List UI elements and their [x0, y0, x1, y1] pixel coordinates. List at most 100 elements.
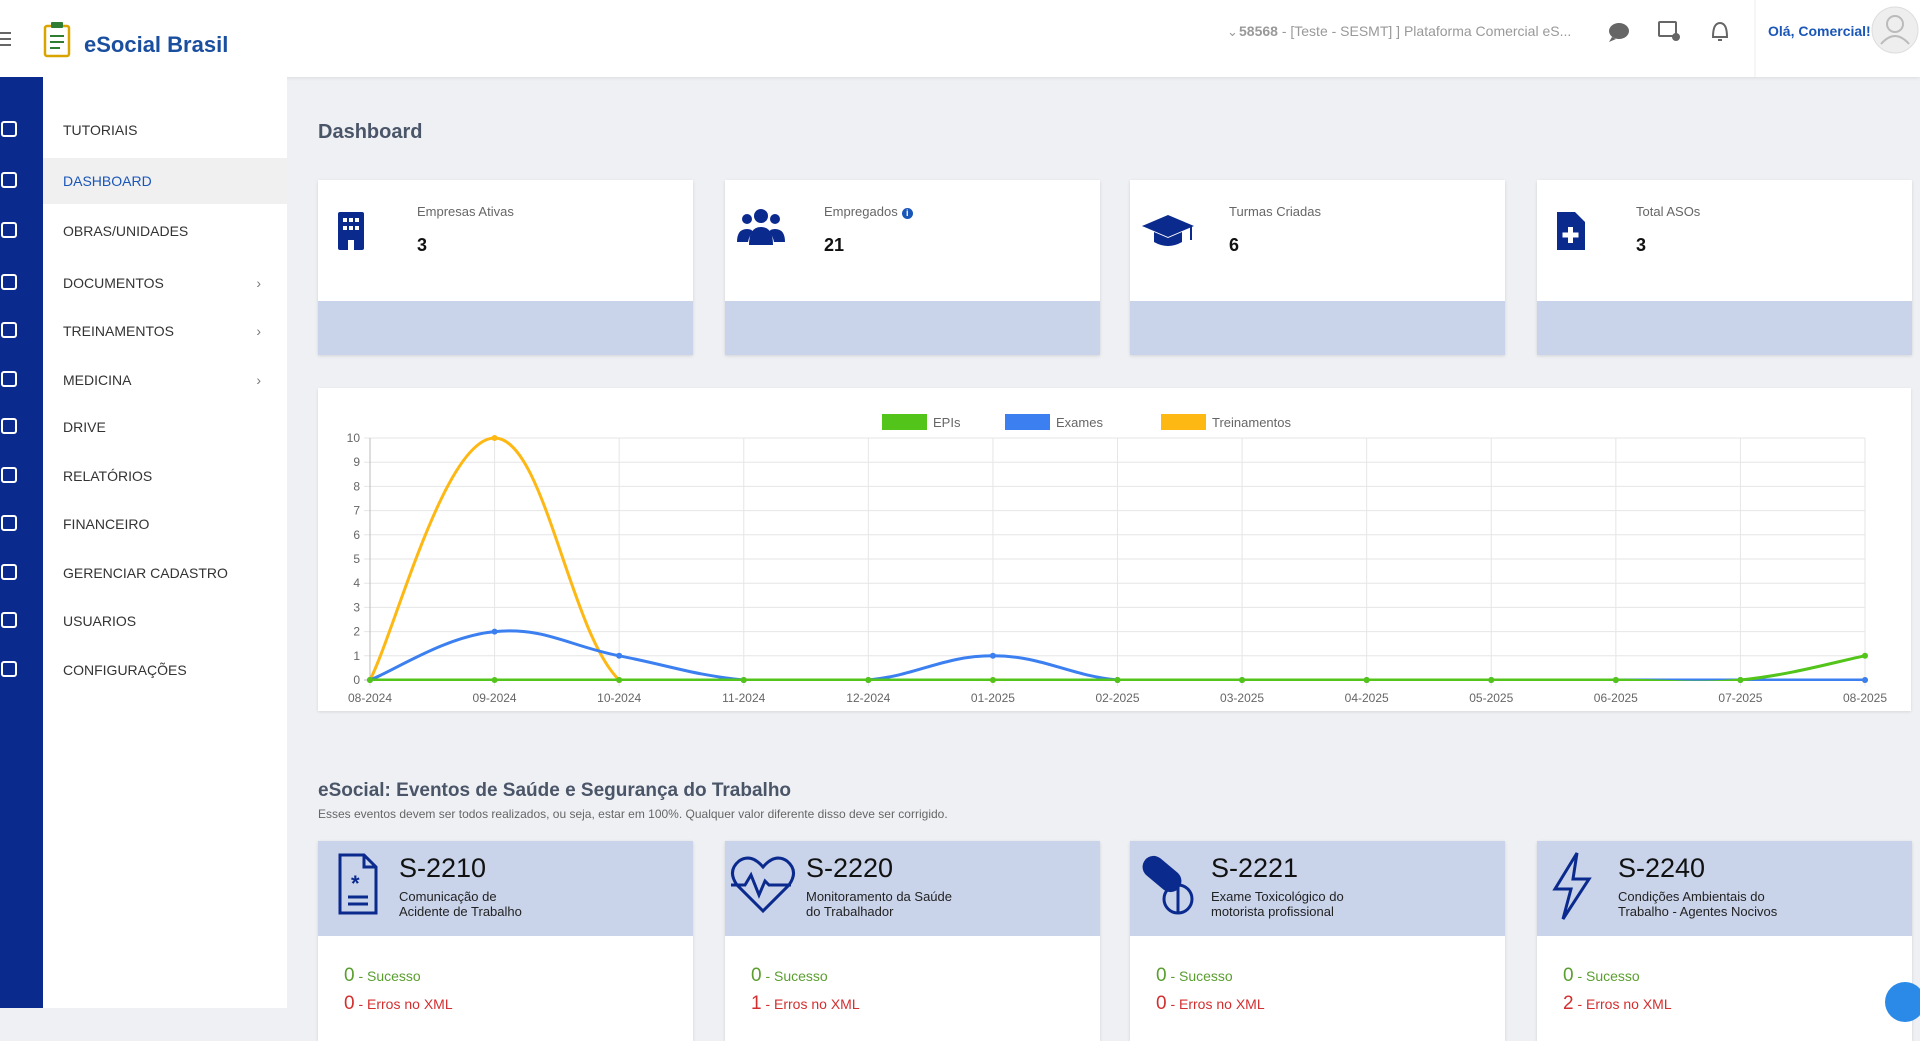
card-body: Empresas Ativas 3 [318, 180, 693, 301]
data-point [1862, 652, 1868, 659]
event-header: S-2240 Condições Ambientais do Trabalho - … [1537, 841, 1912, 936]
menu-icon [1, 274, 17, 290]
x-tick-label: 02-2025 [1095, 691, 1139, 705]
sms-icon[interactable] [1609, 23, 1629, 42]
menu-item[interactable]: USUARIOS [43, 598, 287, 644]
card-value: 6 [1229, 235, 1240, 255]
icon-strip [0, 77, 43, 1008]
menu-item[interactable]: MEDICINA › [43, 357, 287, 403]
data-point [989, 677, 996, 683]
event-success: 0 - Sucesso [1563, 965, 1640, 987]
brand-logo [43, 22, 71, 58]
menu-item-label: RELATÓRIOS [63, 468, 153, 484]
menu-item[interactable]: DASHBOARD [43, 158, 287, 204]
menu-icon [1, 515, 17, 531]
y-tick-label: 7 [353, 504, 360, 518]
menu-icon [1, 418, 17, 434]
menu-item[interactable]: FINANCEIRO [43, 501, 287, 547]
info-icon[interactable]: i [901, 208, 913, 219]
event-success: 0 - Sucesso [344, 965, 421, 987]
card-icon [1142, 215, 1194, 246]
card-label-text: Total ASOs [1636, 204, 1701, 219]
event-errors: 0 - Erros no XML [344, 993, 453, 1015]
notifications-icon[interactable] [1711, 21, 1729, 41]
card-label-text: Turmas Criadas [1229, 204, 1321, 219]
card-icon [737, 209, 785, 245]
data-point [1239, 677, 1246, 683]
top-bar-graphics: eSocial Brasil ⌄ 58568 - [Teste - SESMT]… [0, 0, 1919, 77]
y-tick-label: 2 [353, 625, 360, 639]
y-tick-label: 5 [353, 552, 360, 566]
event-errors: 1 - Erros no XML [751, 993, 860, 1015]
menu-item[interactable]: CONFIGURAÇÕES [43, 647, 287, 693]
menu-item[interactable]: TREINAMENTOS › [43, 308, 287, 354]
menu-item-label: FINANCEIRO [63, 516, 150, 532]
event-description: Exame Toxicológico do [1211, 889, 1344, 904]
menu-item[interactable]: RELATÓRIOS [43, 453, 287, 499]
event-description: do Trabalhador [806, 904, 894, 919]
data-point [1737, 677, 1744, 683]
x-tick-label: 04-2025 [1345, 691, 1389, 705]
data-point [491, 435, 498, 441]
user-greeting[interactable]: Olá, Comercial! [1768, 23, 1871, 39]
video-icon[interactable] [1658, 21, 1680, 41]
event-description: Acidente de Trabalho [399, 904, 522, 919]
event-success: 0 - Sucesso [1156, 965, 1233, 987]
error-count: 2 [1563, 993, 1574, 1014]
account-selector[interactable]: 58568 - [Teste - SESMT] ] Plataforma Com… [1239, 23, 1571, 39]
menu-item[interactable]: DOCUMENTOS › [43, 260, 287, 306]
card-icon [338, 212, 364, 250]
data-point [1363, 677, 1370, 683]
events-title: eSocial: Eventos de Saúde e Segurança do… [318, 780, 792, 801]
account-selector-arrow[interactable]: ⌄ [1227, 24, 1238, 39]
error-label: - Erros no XML [765, 996, 860, 1012]
menu-icon [1, 172, 17, 188]
x-tick-label: 08-2024 [348, 691, 392, 705]
success-label: - Sucesso [765, 968, 828, 984]
card-label-text: Empregados [824, 204, 898, 219]
data-point [740, 677, 747, 683]
sidebar-menu: TUTORIAIS DASHBOARD OBRAS/UNIDADES DOCUMENT… [43, 77, 287, 1008]
y-tick-label: 0 [353, 673, 360, 687]
menu-item-label: OBRAS/UNIDADES [63, 223, 189, 239]
user-avatar[interactable] [1871, 6, 1919, 54]
menu-icon [1, 222, 17, 238]
menu-item-label: USUARIOS [63, 613, 137, 629]
y-tick-label: 8 [353, 479, 360, 493]
y-tick-label: 1 [353, 649, 360, 663]
menu-toggle[interactable] [0, 32, 11, 46]
event-errors: 2 - Erros no XML [1563, 993, 1672, 1015]
menu-item[interactable]: OBRAS/UNIDADES [43, 208, 287, 254]
event-description: Condições Ambientais do [1618, 889, 1765, 904]
card-body: Empregados i 21 [725, 180, 1100, 301]
legend-label: Treinamentos [1212, 415, 1291, 430]
event-header: * S-2210 Comunicação de Acidente de Trabalh… [318, 841, 693, 936]
event-card: * S-2210 Comunicação de Acidente de Trabalh… [318, 841, 693, 1041]
legend-swatch [882, 414, 927, 430]
card-value: 3 [417, 235, 428, 255]
menu-item[interactable]: GERENCIAR CADASTRO [43, 550, 287, 596]
menu-item-label: DASHBOARD [63, 173, 152, 189]
help-button[interactable] [1885, 982, 1920, 1022]
menu-item-label: DRIVE [63, 419, 106, 435]
icon-strip-icons [1, 121, 17, 677]
legend-swatch [1005, 414, 1050, 430]
y-tick-label: 6 [353, 528, 360, 542]
x-tick-label: 07-2025 [1718, 691, 1762, 705]
x-tick-label: 03-2025 [1220, 691, 1264, 705]
data-point [616, 677, 623, 683]
data-point [1612, 677, 1619, 683]
events-subtitle: Esses eventos devem ser todos realizados… [318, 807, 948, 821]
y-tick-label: 10 [347, 431, 361, 445]
menu-item[interactable]: DRIVE [43, 404, 287, 450]
x-tick-label: 06-2025 [1594, 691, 1638, 705]
menu-chevron: › [256, 323, 261, 339]
event-description: motorista profissional [1211, 904, 1334, 919]
account-context: - [Teste - SESMT] ] Plataforma Comercial… [1282, 23, 1571, 39]
card-body: Turmas Criadas 6 [1130, 180, 1505, 301]
menu-item[interactable]: TUTORIAIS [43, 107, 287, 153]
event-header: S-2221 Exame Toxicológico do motorista pro… [1130, 841, 1505, 936]
event-card: S-2240 Condições Ambientais do Trabalho - … [1537, 841, 1912, 1041]
menu-icon [1, 564, 17, 580]
